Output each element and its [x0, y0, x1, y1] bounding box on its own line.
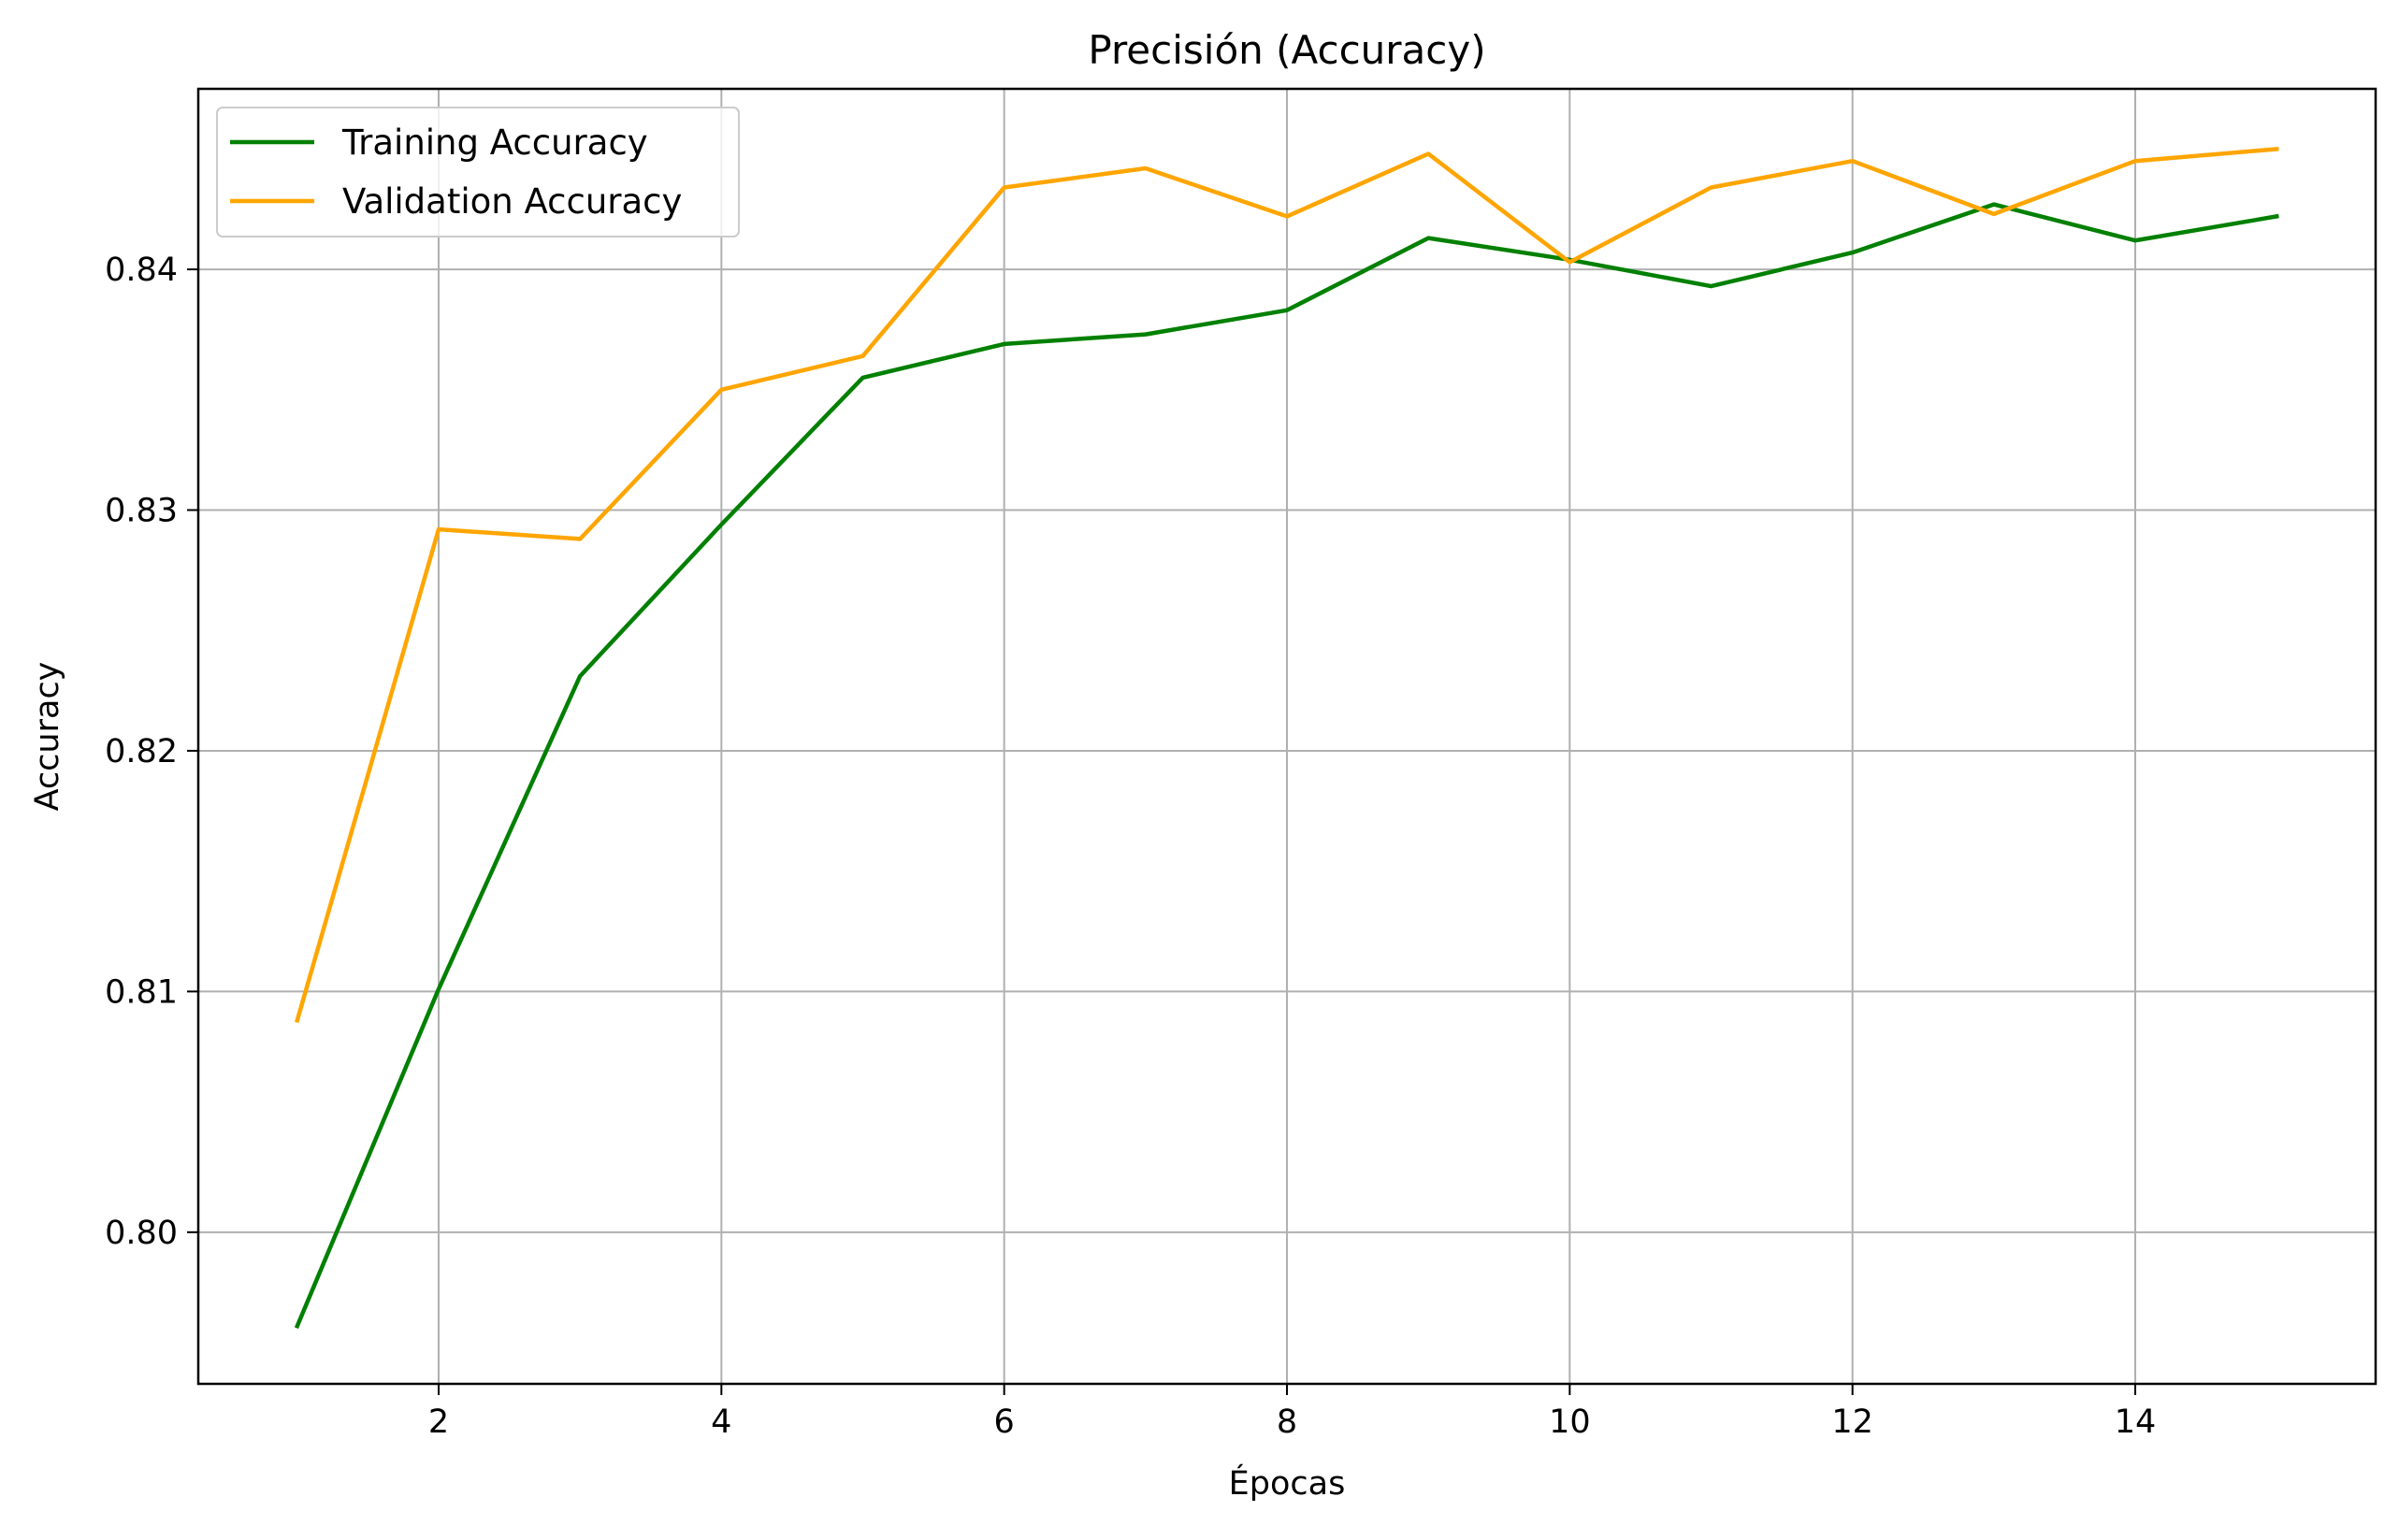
- tick-layer: 2 4 6 8 10 12 14 0.80 0.81 0.82 0.83 0.84: [105, 252, 2156, 1441]
- chart-title: Precisión (Accuracy): [1088, 27, 1485, 73]
- x-tick-label: 10: [1549, 1403, 1591, 1441]
- y-tick-label: 0.82: [105, 733, 178, 770]
- x-tick-label: 8: [1277, 1403, 1297, 1441]
- x-tick-label: 12: [1831, 1403, 1873, 1441]
- legend: Training Accuracy Validation Accuracy: [216, 107, 740, 237]
- x-tick-label: 4: [711, 1403, 731, 1441]
- x-axis-label: Épocas: [1229, 1463, 1346, 1503]
- y-tick-label: 0.83: [105, 493, 178, 530]
- y-tick-label: 0.80: [105, 1215, 178, 1252]
- legend-label-1: Validation Accuracy: [342, 181, 682, 222]
- series-line-0: [294, 202, 2279, 1330]
- series-line-1: [295, 146, 2279, 1024]
- y-tick-label: 0.81: [105, 973, 178, 1011]
- grid-layer: [198, 89, 2376, 1384]
- legend-box: [216, 107, 740, 237]
- series-layer: [294, 146, 2279, 1330]
- y-axis-label: Accuracy: [29, 662, 66, 812]
- x-tick-label: 2: [428, 1403, 449, 1441]
- y-tick-label: 0.84: [105, 252, 178, 289]
- legend-label-0: Training Accuracy: [341, 122, 648, 163]
- x-tick-label: 14: [2115, 1403, 2157, 1441]
- x-tick-label: 6: [994, 1403, 1015, 1441]
